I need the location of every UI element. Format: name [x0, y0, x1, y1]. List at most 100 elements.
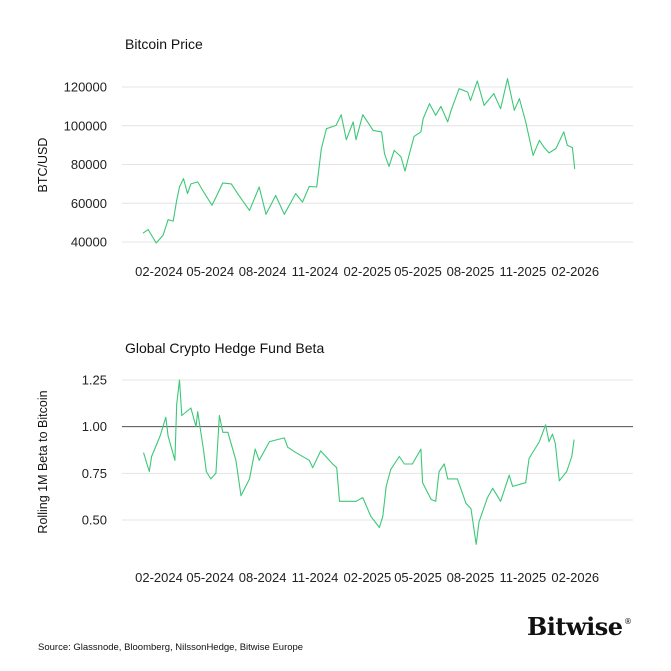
- data-point: [151, 456, 152, 457]
- y-tick-label: 1.00: [82, 419, 107, 434]
- data-point: [197, 411, 199, 413]
- data-point: [258, 186, 260, 188]
- data-point: [218, 415, 220, 416]
- y-tick-label: 0.75: [82, 466, 107, 481]
- data-point: [235, 459, 237, 461]
- data-point: [147, 229, 149, 231]
- data-point: [538, 139, 540, 141]
- data-point: [378, 527, 380, 528]
- data-point: [336, 467, 338, 469]
- data-point: [295, 193, 297, 194]
- data-point: [143, 452, 145, 454]
- data-point: [176, 403, 178, 405]
- data-point: [332, 463, 334, 465]
- data-point: [447, 121, 449, 123]
- data-point: [205, 471, 207, 472]
- x-tick-label: 05-2025: [394, 570, 442, 585]
- data-point: [190, 407, 192, 409]
- data-point: [435, 500, 437, 502]
- data-point: [500, 500, 502, 502]
- data-point: [528, 458, 530, 459]
- x-tick-label: 08-2024: [239, 570, 287, 585]
- data-point: [295, 452, 297, 454]
- data-point: [345, 139, 347, 141]
- data-point: [422, 482, 424, 484]
- data-point: [355, 139, 357, 141]
- data-point: [563, 131, 565, 133]
- data-point: [440, 105, 442, 107]
- data-point: [573, 439, 575, 441]
- x-tick-label: 02-2025: [344, 264, 392, 279]
- data-point: [429, 103, 430, 105]
- data-point: [167, 219, 169, 221]
- data-point: [159, 435, 161, 437]
- data-point: [179, 186, 180, 188]
- svg-text:®: ®: [624, 617, 632, 626]
- data-point: [190, 183, 192, 185]
- y-axis-label: Rolling 1M Beta to Bitcoin: [36, 390, 50, 533]
- y-tick-label: 1.25: [82, 373, 107, 388]
- y-axis-label: BTC/USD: [36, 138, 50, 193]
- data-point: [447, 478, 449, 480]
- data-point: [555, 148, 557, 150]
- data-point: [487, 497, 488, 498]
- data-point: [174, 459, 176, 461]
- data-point: [566, 144, 568, 146]
- data-point: [215, 197, 217, 198]
- x-tick-label: 02-2024: [135, 570, 183, 585]
- x-tick-label: 02-2025: [344, 570, 392, 585]
- data-point: [187, 193, 188, 194]
- data-point: [566, 471, 568, 472]
- data-point: [384, 153, 385, 155]
- data-point: [525, 121, 527, 123]
- data-point: [302, 201, 303, 203]
- data-point: [435, 114, 437, 116]
- data-point: [500, 108, 502, 110]
- data-point: [210, 478, 212, 480]
- data-point: [385, 486, 387, 487]
- x-tick-label: 05-2024: [186, 264, 234, 279]
- data-point: [211, 204, 213, 206]
- data-point: [476, 80, 478, 82]
- data-point: [222, 182, 224, 184]
- chart-title: Global Crypto Hedge Fund Beta: [125, 340, 324, 356]
- data-point: [287, 446, 289, 448]
- y-tick-label: 100000: [64, 118, 107, 133]
- data-point: [148, 471, 150, 472]
- data-point: [545, 424, 547, 426]
- x-tick-label: 05-2025: [394, 264, 442, 279]
- data-point: [183, 178, 184, 180]
- x-tick-label: 11-2024: [292, 264, 339, 279]
- data-point: [458, 88, 460, 90]
- hedge-fund-beta-chart: Global Crypto Hedge Fund Beta Rolling 1M…: [36, 340, 633, 585]
- data-point: [478, 521, 480, 523]
- data-point: [275, 195, 277, 196]
- data-point: [398, 456, 400, 457]
- data-point: [308, 459, 310, 461]
- data-point: [388, 166, 390, 167]
- data-point: [230, 183, 232, 185]
- data-point: [420, 131, 422, 133]
- data-point: [355, 500, 357, 502]
- data-point: [176, 199, 178, 201]
- data-point: [155, 242, 157, 244]
- data-point: [404, 463, 405, 465]
- data-point: [538, 441, 540, 442]
- data-point: [215, 472, 217, 474]
- data-point: [265, 213, 267, 215]
- data-point: [525, 482, 527, 484]
- data-point: [492, 487, 494, 489]
- x-tick-label: 02-2024: [135, 264, 183, 279]
- data-point: [320, 450, 322, 452]
- svg-text:Bitwise: Bitwise: [527, 612, 623, 641]
- data-point: [558, 480, 560, 482]
- data-point: [172, 220, 174, 222]
- data-point: [507, 78, 508, 80]
- data-point: [467, 91, 469, 93]
- data-point: [548, 152, 550, 154]
- data-point: [254, 448, 256, 450]
- data-point: [390, 469, 392, 470]
- data-point: [438, 471, 440, 472]
- data-point: [493, 93, 495, 94]
- data-point: [552, 433, 553, 435]
